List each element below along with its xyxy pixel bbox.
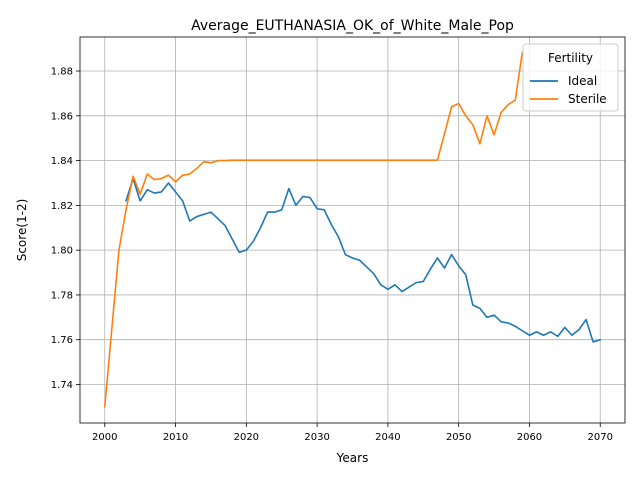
series-line-ideal bbox=[125, 177, 602, 343]
y-tick-label: 1.82 bbox=[51, 201, 73, 212]
y-tick-label: 1.74 bbox=[51, 380, 73, 391]
y-tick-label: 1.88 bbox=[51, 67, 73, 78]
y-tick-label: 1.84 bbox=[51, 156, 73, 167]
series-lines bbox=[103, 51, 602, 408]
plot-frame bbox=[79, 36, 626, 424]
y-tick-label: 1.78 bbox=[51, 290, 73, 301]
x-tick-label: 2000 bbox=[92, 432, 117, 443]
legend-label-ideal: Ideal bbox=[568, 74, 597, 88]
x-tick-label: 2060 bbox=[517, 432, 542, 443]
x-tick-label: 2070 bbox=[588, 432, 613, 443]
legend: Fertility Ideal Sterile bbox=[522, 43, 619, 112]
x-tick-label: 2020 bbox=[234, 432, 259, 443]
legend-box bbox=[522, 43, 619, 112]
x-tick-label: 2010 bbox=[163, 432, 188, 443]
x-tick-label: 2040 bbox=[375, 432, 400, 443]
x-axis-label: Years bbox=[336, 451, 369, 465]
legend-title: Fertility bbox=[548, 51, 593, 65]
chart-title: Average_EUTHANASIA_OK_of_White_Male_Pop bbox=[191, 18, 514, 34]
y-tick-label: 1.86 bbox=[51, 111, 73, 122]
legend-label-sterile: Sterile bbox=[568, 92, 607, 106]
axis-ticks: 2000 2010 2020 2030 2040 2050 2060 2070 1.74 1.76… bbox=[51, 67, 613, 443]
x-tick-label: 2050 bbox=[446, 432, 471, 443]
x-tick-label: 2030 bbox=[304, 432, 329, 443]
y-tick-label: 1.80 bbox=[51, 246, 73, 257]
series-line-sterile bbox=[103, 51, 524, 408]
y-tick-label: 1.76 bbox=[51, 335, 73, 346]
y-axis-label: Score(1-2) bbox=[15, 199, 29, 262]
